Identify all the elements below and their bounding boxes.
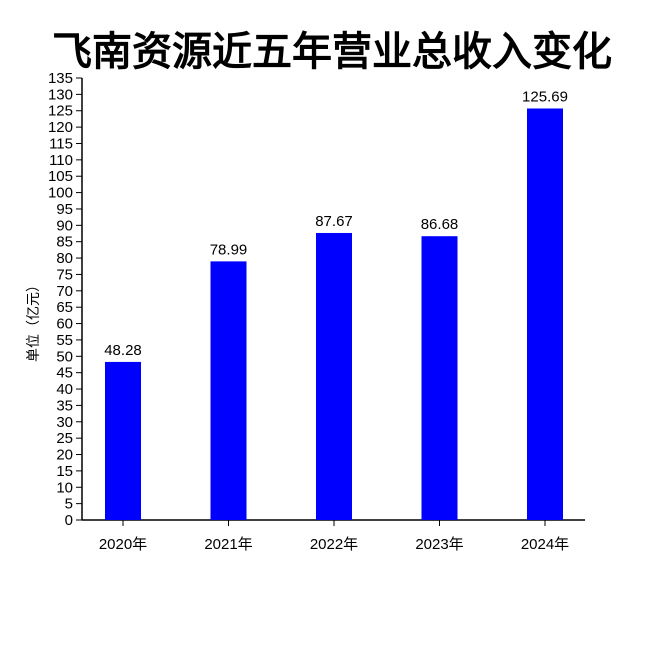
data-label: 87.67	[315, 213, 353, 230]
bar-2020年	[105, 361, 141, 520]
y-ticks: 0510152025303540455055606570758085909510…	[48, 70, 82, 529]
y-tick-label: 40	[56, 381, 73, 398]
x-tick-label: 2024年	[521, 536, 569, 553]
y-tick-label: 15	[56, 463, 73, 480]
y-tick-label: 0	[65, 512, 73, 529]
y-tick-label: 35	[56, 397, 73, 414]
y-tick-label: 65	[56, 299, 73, 316]
y-tick-label: 130	[48, 86, 73, 103]
y-tick-label: 120	[48, 119, 73, 136]
data-labels: 48.28 78.99 87.67 86.68 125.69	[104, 88, 568, 358]
data-label: 78.99	[210, 241, 248, 258]
bar-2024年	[527, 108, 563, 520]
y-tick-label: 50	[56, 348, 73, 365]
x-ticks: 2020年 2021年 2022年 2023年 2024年	[99, 520, 569, 553]
y-tick-label: 25	[56, 430, 73, 447]
x-tick-label: 2023年	[415, 536, 463, 553]
bar-2022年	[316, 232, 352, 521]
x-tick-label: 2021年	[204, 536, 252, 553]
y-tick-label: 125	[48, 103, 73, 120]
y-tick-label: 90	[56, 217, 73, 234]
x-tick-label: 2020年	[99, 536, 147, 553]
y-tick-label: 75	[56, 266, 73, 283]
x-tick-label: 2022年	[310, 536, 358, 553]
y-tick-label: 80	[56, 250, 73, 267]
bar-2021年	[210, 261, 247, 520]
bars	[105, 108, 563, 521]
y-tick-label: 105	[48, 168, 73, 185]
y-tick-label: 5	[65, 496, 73, 513]
y-tick-label: 135	[48, 70, 73, 87]
data-label: 86.68	[421, 216, 459, 233]
y-tick-label: 45	[56, 365, 73, 382]
y-tick-label: 110	[49, 152, 73, 169]
chart-title: 飞南资源近五年营业总收入变化	[52, 29, 612, 75]
data-label: 48.28	[104, 342, 142, 359]
data-label: 125.69	[522, 88, 568, 105]
y-tick-label: 95	[56, 201, 73, 218]
y-tick-label: 60	[56, 316, 73, 333]
bar-2023年	[421, 236, 458, 521]
y-tick-label: 20	[56, 447, 73, 464]
y-axis-label: 单位（亿元）	[26, 278, 42, 362]
y-tick-label: 10	[56, 479, 73, 496]
y-tick-label: 70	[56, 283, 73, 300]
y-tick-label: 85	[56, 234, 73, 251]
y-tick-label: 30	[56, 414, 73, 431]
y-tick-label: 100	[48, 185, 73, 202]
y-tick-label: 55	[56, 332, 73, 349]
y-tick-label: 115	[49, 135, 73, 152]
